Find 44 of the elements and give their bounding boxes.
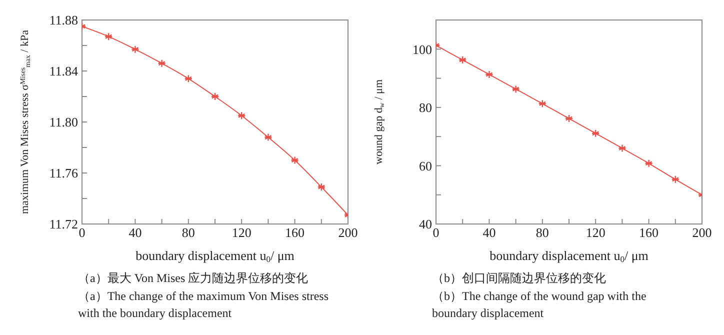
x-axis-title: boundary displacement u$_{0}$/ μm — [136, 248, 294, 264]
point — [458, 56, 467, 64]
x-tick-label: 0 — [78, 225, 86, 240]
point — [564, 114, 574, 123]
x-tick-label: 200 — [338, 225, 358, 240]
text: （b）The change of the wound gap with the boundary displacement — [432, 288, 648, 322]
y-tick-label: 11.72 — [49, 216, 78, 232]
point — [104, 32, 113, 41]
y-tick-label: 11.84 — [49, 64, 78, 79]
point — [210, 92, 220, 101]
text: （a）The change of the maximum Von Mises stress with the boundary displacement — [78, 288, 330, 322]
x-axis-title: boundary displacement u$_{0}$/ μm — [490, 248, 648, 264]
y-tick-label: 60 — [419, 158, 432, 174]
point — [618, 144, 626, 152]
x-tick-label: 0 — [432, 225, 440, 240]
x-tick-label: 80 — [182, 225, 195, 240]
x-tick-label: 120 — [232, 225, 252, 240]
x-tick-label: 120 — [586, 225, 606, 240]
y-tick-label: 80 — [419, 100, 432, 116]
y-tick-label: 100 — [412, 42, 432, 57]
x-tick-label: 80 — [536, 225, 549, 240]
x-tick-label: 160 — [639, 225, 659, 240]
x-tick-label: 40 — [128, 225, 142, 240]
point — [538, 100, 546, 108]
point — [512, 84, 520, 94]
point — [158, 59, 166, 68]
point — [485, 70, 494, 79]
y-tick-label: 11.76 — [49, 166, 78, 181]
point — [290, 156, 299, 164]
point — [317, 182, 326, 192]
point — [238, 112, 246, 120]
x-tick-label: 40 — [482, 225, 496, 240]
point — [671, 175, 680, 184]
text: （a）最大 Von Mises 应力随边界位移的变化 — [78, 270, 310, 287]
point — [131, 45, 140, 54]
point — [644, 159, 653, 168]
point — [592, 129, 600, 138]
y-tick-label: 11.80 — [49, 114, 78, 130]
x-tick-label: 160 — [285, 225, 305, 240]
point — [264, 133, 272, 142]
text: （b）创口间隔随边界位移的变化 — [432, 270, 607, 287]
point — [184, 74, 192, 83]
y-tick-label: 11.88 — [49, 12, 78, 28]
x-tick-label: 200 — [692, 225, 712, 240]
